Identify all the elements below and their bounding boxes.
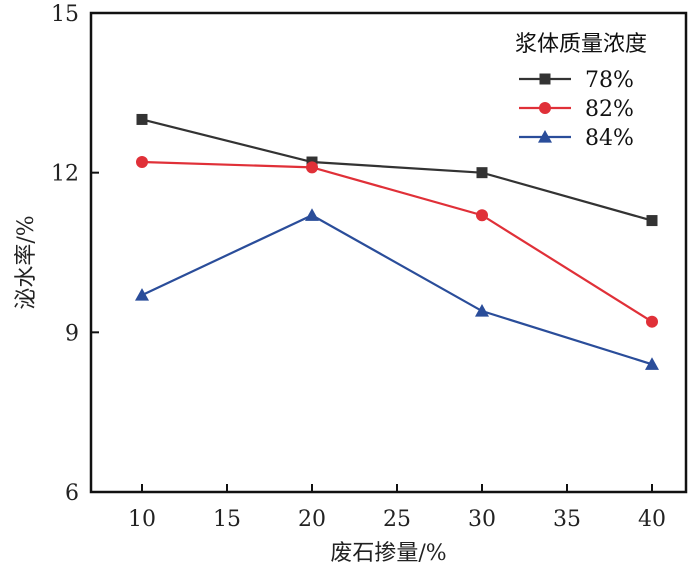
legend-marker-square [539, 73, 551, 85]
x-tick-label: 25 [383, 507, 411, 532]
x-tick-label: 35 [553, 507, 581, 532]
data-point-triangle [305, 208, 319, 221]
y-tick-label: 9 [65, 321, 79, 346]
legend: 浆体质量浓度 78% 82% 84% [515, 32, 647, 151]
x-axis-ticks: 10 15 20 25 30 35 40 [128, 484, 666, 532]
data-point-square [646, 215, 658, 227]
series-line [141, 118, 653, 222]
legend-label: 84% [585, 126, 634, 151]
series-line [141, 214, 653, 366]
y-tick-label: 12 [51, 162, 79, 187]
data-point-circle [306, 161, 318, 174]
y-axis-title: 泌水率/% [14, 215, 39, 309]
y-tick-label: 6 [65, 481, 79, 506]
x-tick-label: 10 [128, 507, 156, 532]
y-axis-ticks: 6 9 12 15 [51, 2, 99, 506]
data-point-triangle [475, 304, 489, 317]
legend-marker-triangle [538, 130, 552, 143]
plot-border [89, 11, 688, 494]
x-axis-title: 废石掺量/% [330, 541, 446, 566]
legend-label: 82% [585, 97, 634, 122]
series-78pct [136, 113, 658, 227]
legend-marker-circle [539, 102, 551, 114]
series-layer [135, 113, 659, 370]
legend-item: 78% [519, 68, 634, 93]
legend-item: 82% [519, 97, 634, 122]
x-tick-label: 30 [468, 507, 496, 532]
data-point-circle [646, 315, 658, 328]
data-point-circle [476, 209, 488, 222]
series-84pct [135, 208, 659, 370]
data-point-square [476, 167, 488, 179]
data-point-square [136, 113, 148, 125]
x-tick-label: 20 [298, 507, 326, 532]
series-82pct [136, 156, 658, 328]
legend-item: 84% [519, 126, 634, 151]
data-point-circle [136, 156, 148, 169]
legend-label: 78% [585, 68, 634, 93]
legend-title: 浆体质量浓度 [515, 32, 647, 57]
data-point-triangle [645, 357, 659, 370]
x-tick-label: 15 [213, 507, 241, 532]
y-tick-label: 15 [51, 2, 79, 27]
data-point-triangle [135, 288, 149, 301]
series-line [141, 160, 653, 323]
plot-frame [89, 11, 688, 494]
x-tick-label: 40 [638, 507, 666, 532]
